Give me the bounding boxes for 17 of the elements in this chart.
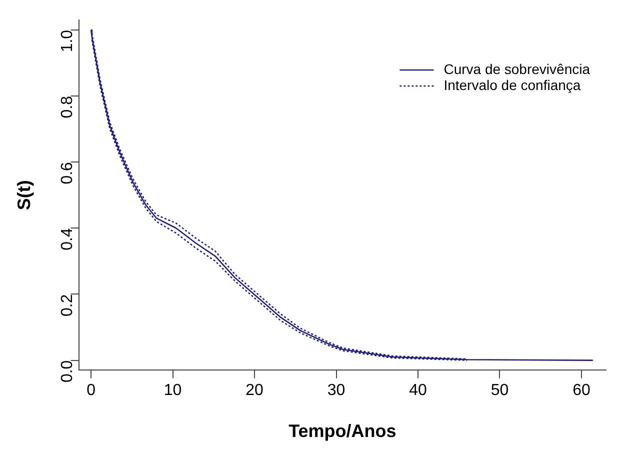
- x-tick-label: 50: [490, 382, 509, 400]
- x-tick-label: 40: [409, 382, 428, 400]
- y-tick-label: 0.4: [59, 228, 76, 250]
- y-tick-label: 0.0: [59, 360, 76, 383]
- y-tick-label: 0.6: [59, 162, 76, 184]
- legend-label: Intervalo de confiança: [444, 76, 581, 93]
- y-tick-label: 1.0: [59, 30, 76, 52]
- x-axis-title: Tempo/Anos: [288, 421, 396, 442]
- x-tick-label: 10: [164, 382, 182, 400]
- y-axis-title: S(t): [14, 180, 34, 210]
- x-tick-label: 60: [572, 382, 590, 400]
- y-tick-label: 0.2: [59, 294, 76, 316]
- x-tick-label: 20: [246, 382, 264, 400]
- x-tick-label: 30: [327, 382, 346, 400]
- legend-label: Curva de sobrevivência: [444, 60, 590, 77]
- x-tick-label: 0: [86, 382, 96, 400]
- y-tick-label: 0.8: [59, 96, 76, 118]
